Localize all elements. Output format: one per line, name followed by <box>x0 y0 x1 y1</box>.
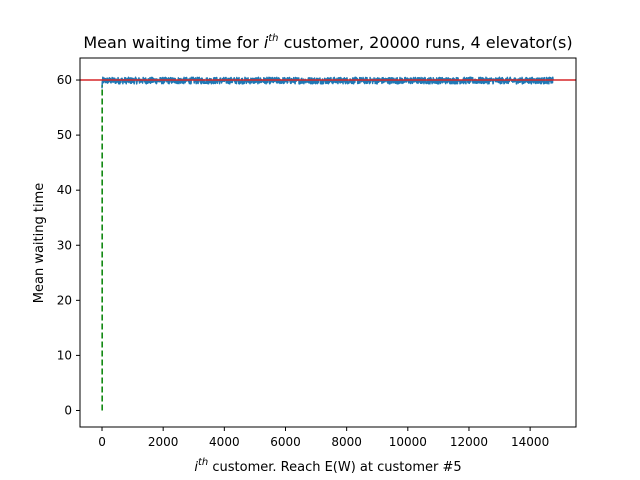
y-axis-label: Mean waiting time <box>32 183 47 303</box>
chart-title-suffix: customer, 20000 runs, 4 elevator(s) <box>279 33 573 52</box>
x-axis-ticks: 0 2000 4000 6000 8000 10000 12000 14000 <box>98 427 549 449</box>
chart-title: Mean waiting time for ith customer, 2000… <box>83 33 572 52</box>
x-tick-label: 8000 <box>331 435 362 449</box>
reference-lines-layer <box>80 79 576 411</box>
y-tick-label: 60 <box>57 73 72 87</box>
y-tick-label: 20 <box>57 293 72 307</box>
y-tick-label: 50 <box>57 128 72 142</box>
y-tick-label: 0 <box>64 403 72 417</box>
x-tick-label: 0 <box>98 435 106 449</box>
plot-area <box>79 57 577 428</box>
y-axis-ticks: 0 10 20 30 40 50 60 <box>57 73 80 417</box>
chart-title-base: i <box>264 33 269 52</box>
x-axis-label-base: i <box>194 460 198 475</box>
axes-frame <box>79 57 577 428</box>
x-tick-label: 12000 <box>450 435 488 449</box>
x-axis-label-suffix: customer. Reach E(W) at customer #5 <box>208 460 461 475</box>
chart-title-prefix: Mean waiting time for <box>83 33 263 52</box>
y-tick-label: 10 <box>57 348 72 362</box>
y-tick-label: 30 <box>57 238 72 252</box>
x-axis-label: ith customer. Reach E(W) at customer #5 <box>194 457 461 475</box>
y-tick-label: 40 <box>57 183 72 197</box>
x-tick-label: 6000 <box>270 435 301 449</box>
chart-title-superscript: th <box>268 33 278 44</box>
x-tick-label: 14000 <box>511 435 549 449</box>
x-axis-label-superscript: th <box>198 457 208 468</box>
x-tick-label: 10000 <box>389 435 427 449</box>
x-tick-label: 4000 <box>209 435 240 449</box>
x-tick-label: 2000 <box>148 435 179 449</box>
